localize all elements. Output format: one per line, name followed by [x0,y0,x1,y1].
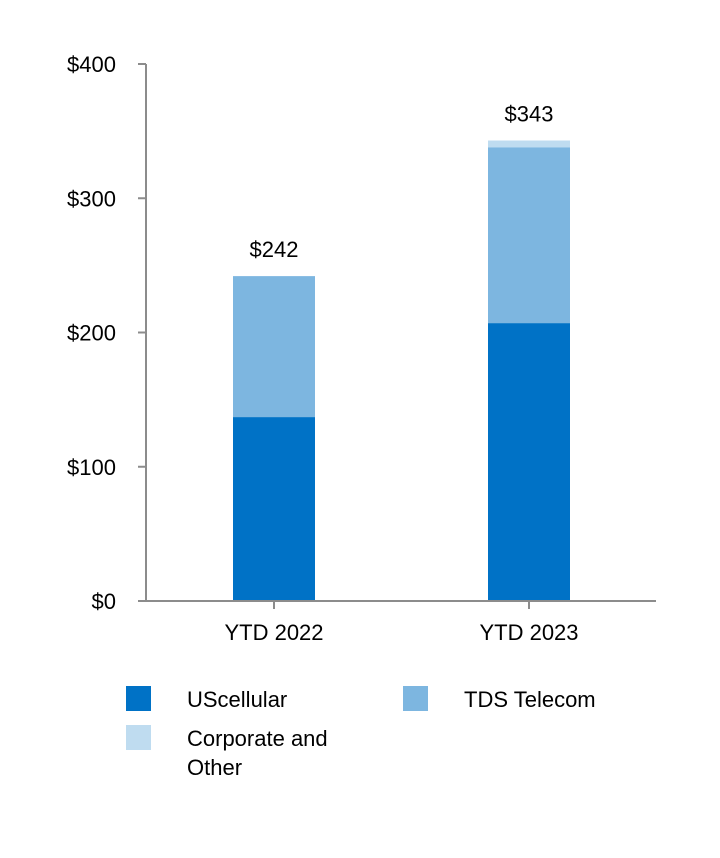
totals-group: $242 $343 [250,102,554,263]
y-tick-label: $300 [67,186,116,211]
bar-tds-telecom-ytd-2022 [233,276,315,418]
bar-uscellular-ytd-2022 [233,417,315,601]
x-tick-label: YTD 2023 [479,620,578,645]
x-tick-label: YTD 2022 [224,620,323,645]
bar-uscellular-ytd-2023 [488,323,570,601]
bar-tds-telecom-ytd-2023 [488,147,570,324]
bars-group [233,140,570,601]
y-tick-label: $200 [67,321,116,346]
total-label: $242 [250,237,299,262]
x-ticks-group: YTD 2022 YTD 2023 [224,601,579,645]
bar-corporate-and-other-ytd-2023 [488,140,570,148]
y-tick-label: $0 [92,589,116,614]
y-ticks-group: $0 $100 $200 $300 $400 [67,52,146,614]
y-tick-label: $400 [67,52,116,77]
total-label: $343 [505,102,554,127]
y-tick-label: $100 [67,455,116,480]
